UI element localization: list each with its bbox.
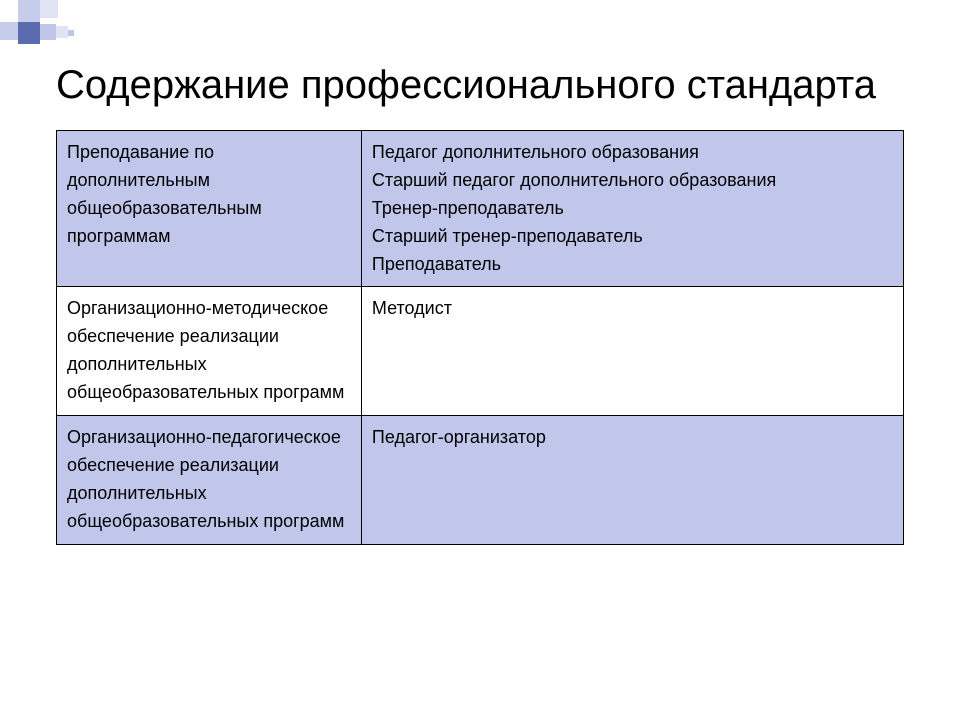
table-body: Преподавание по дополнительным общеобраз… (57, 131, 904, 545)
deco-square (40, 0, 58, 18)
deco-square (56, 26, 68, 38)
content-table: Преподавание по дополнительным общеобраз… (56, 130, 904, 545)
deco-square (18, 0, 40, 22)
table-cell-left: Организационно-педагогическое обеспечени… (57, 416, 362, 545)
deco-square (68, 30, 74, 36)
deco-square (18, 22, 40, 44)
deco-square (40, 24, 56, 40)
table-row: Организационно-методическое обеспечение … (57, 287, 904, 416)
table-cell-left: Преподавание по дополнительным общеобраз… (57, 131, 362, 287)
table-cell-right: Методист (361, 287, 903, 416)
table-cell-right: Педагог-организатор (361, 416, 903, 545)
table-row: Преподавание по дополнительным общеобраз… (57, 131, 904, 287)
table-row: Организационно-педагогическое обеспечени… (57, 416, 904, 545)
content-table-wrap: Преподавание по дополнительным общеобраз… (0, 130, 960, 565)
table-cell-right: Педагог дополнительного образования Стар… (361, 131, 903, 287)
deco-square (0, 22, 18, 40)
table-cell-left: Организационно-методическое обеспечение … (57, 287, 362, 416)
page-title: Содержание профессионального стандарта (0, 0, 960, 130)
